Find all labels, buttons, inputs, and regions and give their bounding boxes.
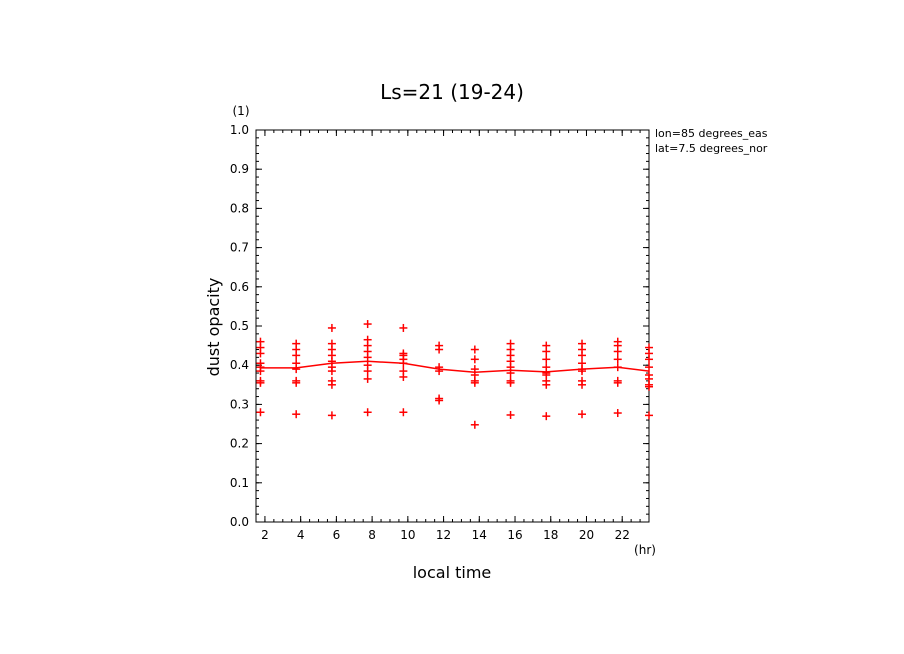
data-point xyxy=(256,367,265,376)
x-tick-label: 6 xyxy=(333,528,341,542)
data-point xyxy=(363,353,372,362)
data-point xyxy=(542,355,551,364)
chart-title: Ls=21 (19-24) xyxy=(380,80,524,104)
x-tick-label: 2 xyxy=(261,528,269,542)
y-tick-label: 0.4 xyxy=(230,358,249,372)
data-point xyxy=(470,355,479,364)
data-point xyxy=(542,347,551,356)
data-point xyxy=(256,349,265,358)
data-point xyxy=(578,410,587,419)
annotation-lat: lat=7.5 degrees_nor xyxy=(655,142,768,155)
x-unit-label: (hr) xyxy=(634,543,656,557)
mean-line xyxy=(260,360,650,374)
data-point xyxy=(613,409,622,418)
data-point xyxy=(506,378,515,387)
data-point xyxy=(327,380,336,389)
data-point xyxy=(542,412,551,421)
x-axis-label: local time xyxy=(413,563,492,582)
data-point xyxy=(327,367,336,376)
y-unit-label: (1) xyxy=(233,104,250,118)
data-point xyxy=(578,351,587,360)
data-point xyxy=(470,378,479,387)
data-point xyxy=(399,372,408,381)
data-point xyxy=(645,382,653,391)
x-tick-label: 18 xyxy=(543,528,558,542)
data-layer xyxy=(256,320,653,429)
x-tick-label: 16 xyxy=(507,528,522,542)
data-point xyxy=(645,411,653,420)
data-point xyxy=(363,408,372,417)
x-tick-label: 10 xyxy=(400,528,415,542)
y-tick-label: 0.9 xyxy=(230,162,249,176)
y-tick-label: 0.1 xyxy=(230,476,249,490)
x-tick-label: 8 xyxy=(368,528,376,542)
x-tick-label: 12 xyxy=(436,528,451,542)
annotation-lon: lon=85 degrees_eas xyxy=(655,127,768,140)
y-tick-label: 0.2 xyxy=(230,437,249,451)
x-tick-label: 4 xyxy=(297,528,305,542)
plot-frame xyxy=(255,129,650,523)
y-tick-label: 0.3 xyxy=(230,397,249,411)
y-tick-label: 0.7 xyxy=(230,241,249,255)
x-tick-label: 20 xyxy=(579,528,594,542)
y-axis-label: dust opacity xyxy=(204,278,223,377)
data-point xyxy=(578,380,587,389)
data-point xyxy=(435,345,444,354)
data-point xyxy=(470,345,479,354)
data-point xyxy=(645,355,653,364)
data-point xyxy=(327,411,336,420)
y-tick-label: 0.6 xyxy=(230,280,249,294)
data-point xyxy=(292,378,301,387)
data-point xyxy=(435,396,444,405)
data-point xyxy=(506,410,515,419)
x-tick-label: 14 xyxy=(472,528,487,542)
data-point xyxy=(256,408,265,417)
y-tick-label: 1.0 xyxy=(230,123,249,137)
data-point xyxy=(363,320,372,329)
axis-ticks: 0.0 0.1 0.2 0.3 0.4 0.5 0.6 0.7 0.8 0.9 1.0 2 4 6 8 10 1… xyxy=(230,123,650,542)
data-point xyxy=(399,323,408,332)
data-point xyxy=(645,363,653,372)
data-point xyxy=(292,410,301,419)
y-tick-label: 0.5 xyxy=(230,319,249,333)
data-point xyxy=(613,378,622,387)
data-point xyxy=(613,355,622,364)
data-point xyxy=(363,374,372,383)
data-point xyxy=(399,408,408,417)
data-point xyxy=(363,367,372,376)
x-tick-label: 22 xyxy=(615,528,630,542)
data-point xyxy=(613,347,622,356)
data-point xyxy=(542,380,551,389)
data-point xyxy=(292,351,301,360)
data-point xyxy=(470,420,479,429)
y-tick-label: 0.8 xyxy=(230,201,249,215)
data-point xyxy=(327,323,336,332)
data-point xyxy=(256,378,265,387)
data-point xyxy=(292,365,301,374)
y-tick-label: 0.0 xyxy=(230,515,249,529)
